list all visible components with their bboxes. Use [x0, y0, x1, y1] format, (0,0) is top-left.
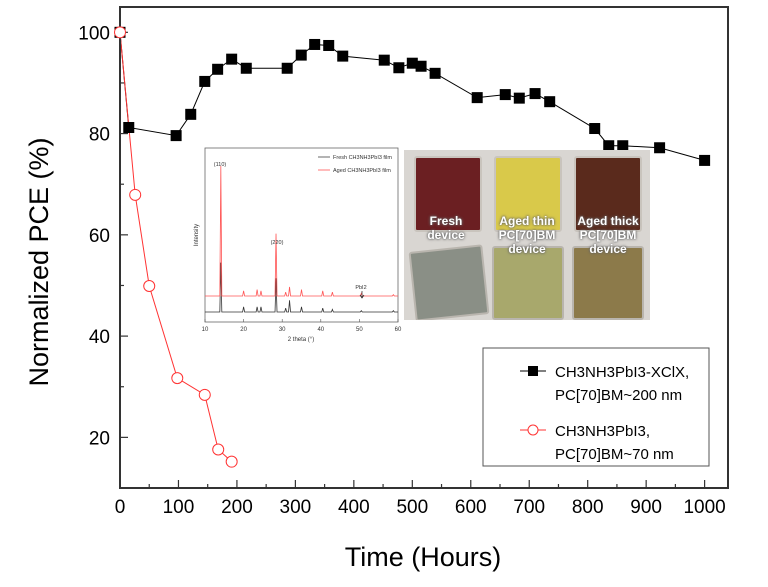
data-point-square: [499, 89, 511, 101]
photo-label-aged-thin-line2: PC[70]BM: [498, 228, 556, 242]
inset-frame: [204, 147, 399, 323]
data-point-square: [212, 63, 224, 75]
data-point-square: [240, 62, 252, 74]
x-tick-label: 200: [221, 497, 253, 518]
photo-label-fresh-line1: Fresh: [429, 214, 463, 228]
inset-legend-fresh: Fresh CH3NH3PbI3 film: [333, 155, 392, 161]
x-axis-label: Time (Hours): [345, 542, 502, 572]
y-tick-label: 100: [78, 23, 110, 44]
inset-x-tick-label: 50: [356, 327, 363, 333]
photo-label-fresh: Fresh device: [414, 214, 478, 242]
fresh-device-bottom-photo: [408, 244, 490, 320]
aged-thin-device-bottom-photo: [492, 246, 564, 320]
photo-label-aged-thick-line2: PC[70]BM: [579, 228, 637, 242]
inset-x-tick-label: 40: [317, 327, 324, 333]
photo-label-aged-thin-line3: device: [508, 242, 546, 256]
data-point-square: [185, 108, 197, 120]
inset-trace-fresh: [205, 262, 398, 313]
inset-x-tick-label: 60: [395, 327, 402, 333]
aged-thick-device-top-photo: [574, 156, 642, 232]
inset-annotation-220: (220): [271, 240, 284, 246]
data-point-square: [393, 62, 405, 74]
xrd-inset: 10 20 30 40 50 60 2 theta (°) Intensity (110)…: [194, 147, 402, 343]
y-tick-label: 20: [89, 428, 110, 449]
data-point-circle: [225, 455, 238, 468]
inset-annotation-pbi2: PbI2: [355, 285, 366, 291]
plot-frame: [119, 6, 729, 489]
inset-x-tick-label: 10: [202, 327, 209, 333]
inset-x-tick-label: 30: [279, 327, 286, 333]
data-point-square: [199, 75, 211, 87]
data-point-square: [309, 38, 321, 50]
x-tick-label: 900: [630, 497, 662, 518]
inset-y-label: Intensity: [194, 224, 200, 246]
data-point-square: [415, 60, 427, 72]
data-point-circle: [212, 443, 225, 456]
x-tick-label: 1000: [683, 497, 725, 518]
data-point-square: [544, 96, 556, 108]
data-point-square: [699, 154, 711, 166]
y-tick-label: 40: [89, 327, 110, 348]
photo-label-aged-thick-line1: Aged thick: [577, 214, 639, 228]
x-tick-label: 500: [396, 497, 428, 518]
legend-series-1-line2: PC[70]BM~200 nm: [555, 387, 682, 404]
legend-series-2-line1: CH3NH3PbI3,: [555, 423, 650, 440]
data-point-square: [513, 92, 525, 104]
data-point-square: [471, 92, 483, 104]
legend-circle-marker-icon: [527, 424, 539, 436]
inset-x-label: 2 theta (°): [288, 337, 314, 343]
photo-label-aged-thin: Aged thin PC[70]BM device: [490, 214, 564, 256]
inset-annotation-110: (110): [214, 162, 227, 168]
device-photos: Fresh device Aged thin PC[70]BM device A…: [404, 150, 650, 320]
data-point-square: [337, 50, 349, 62]
x-tick-label: 300: [280, 497, 312, 518]
data-point-square: [654, 142, 666, 154]
data-point-square: [617, 140, 629, 152]
data-point-square: [226, 53, 238, 65]
legend-series-1-line1: CH3NH3PbI3-XClX,: [555, 364, 689, 381]
x-tick-label: 100: [163, 497, 195, 518]
data-point-square: [323, 39, 335, 51]
aged-thin-device-top-photo: [494, 156, 562, 232]
legend-box: [482, 347, 710, 467]
y-axis-label: Normalized PCE (%): [24, 137, 54, 386]
y-tick-label: 60: [89, 226, 110, 247]
legend-series-2-line2: PC[70]BM~70 nm: [555, 446, 674, 463]
x-tick-label: 700: [513, 497, 545, 518]
data-point-square: [123, 122, 135, 134]
series-line-1: [119, 32, 705, 161]
photo-label-aged-thin-line1: Aged thin: [499, 214, 555, 228]
data-point-square: [603, 140, 615, 152]
data-point-circle: [143, 279, 156, 292]
x-tick-label: 400: [338, 497, 370, 518]
data-point-square: [429, 67, 441, 79]
pbi2-arrow-icon: [359, 291, 365, 299]
inset-trace-aged: [205, 165, 398, 297]
data-point-square: [378, 54, 390, 66]
data-point-square: [529, 88, 541, 100]
data-point-circle: [171, 372, 184, 385]
data-point-square: [295, 49, 307, 61]
y-tick-label: 80: [89, 125, 110, 146]
legend: CH3NH3PbI3-XClX, PC[70]BM~200 nm CH3NH3P…: [482, 347, 710, 467]
aged-thick-device-bottom-photo: [572, 246, 644, 320]
inset-legend-aged: Aged CH3NH3PbI3 film: [333, 168, 391, 174]
data-point-circle: [129, 188, 142, 201]
data-point-circle: [198, 388, 211, 401]
data-point-square: [281, 62, 293, 74]
data-point-square: [589, 123, 601, 135]
data-point-circle: [114, 26, 126, 39]
inset-x-tick-label: 20: [240, 327, 247, 333]
fresh-device-top-photo: [414, 156, 482, 232]
photo-label-aged-thick-line3: device: [589, 242, 627, 256]
data-point-square: [406, 57, 418, 69]
data-point-square: [170, 130, 182, 142]
photo-label-fresh-line2: device: [427, 228, 465, 242]
x-tick-label: 0: [115, 497, 126, 518]
photo-label-aged-thick: Aged thick PC[70]BM device: [570, 214, 646, 256]
legend-square-marker-icon: [528, 366, 538, 376]
x-tick-label: 800: [572, 497, 604, 518]
x-tick-label: 600: [455, 497, 487, 518]
